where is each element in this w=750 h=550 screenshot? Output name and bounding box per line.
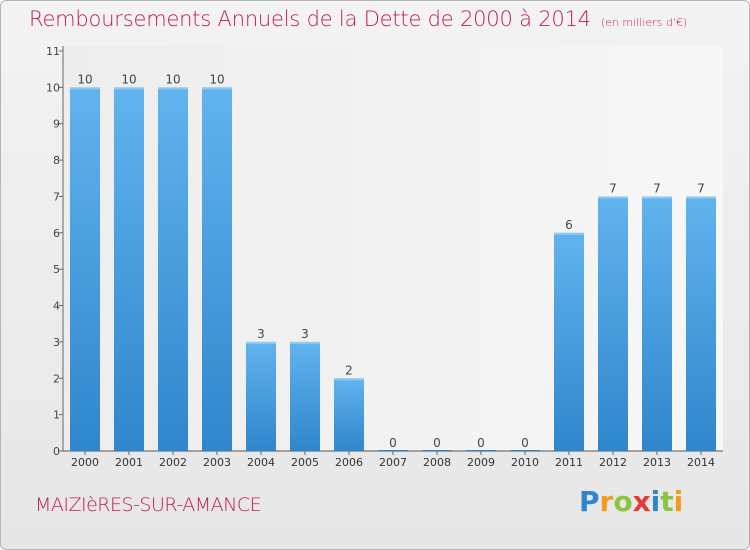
- city-name: MAIZIèRES-SUR-AMANCE: [35, 494, 262, 516]
- data-label: 10: [121, 72, 136, 86]
- bar-2007: [378, 450, 408, 451]
- bar-highlight: [598, 196, 628, 199]
- y-tick-label: 3: [53, 336, 60, 349]
- y-tick-label: 5: [53, 263, 60, 276]
- y-tick-label: 2: [53, 372, 60, 385]
- proxiti-logo: Proxiti: [579, 485, 683, 518]
- bar-highlight: [290, 341, 320, 344]
- bar-2010: [510, 450, 540, 451]
- chart-unit: (en milliers d'€): [600, 16, 688, 29]
- data-label: 10: [209, 72, 224, 86]
- x-tick-label: 2003: [203, 456, 231, 469]
- y-tick-label: 8: [53, 154, 60, 167]
- bar-highlight: [334, 378, 364, 381]
- x-tick-label: 2012: [599, 456, 627, 469]
- bar-2002: [158, 87, 188, 451]
- logo-letter: x: [632, 485, 651, 518]
- bar-2014: [686, 196, 716, 451]
- chart-title-text: Remboursements Annuels de la Dette de 20…: [29, 7, 591, 31]
- data-label: 0: [521, 436, 529, 450]
- x-tick-label: 2009: [467, 456, 495, 469]
- x-tick-label: 2004: [247, 456, 275, 469]
- data-label: 10: [77, 72, 92, 86]
- y-tick-label: 9: [53, 118, 60, 131]
- y-tick-label: 1: [53, 409, 60, 422]
- data-label: 6: [565, 218, 573, 232]
- x-tick-label: 2005: [291, 456, 319, 469]
- data-label: 0: [389, 436, 397, 450]
- x-tick-label: 2010: [511, 456, 539, 469]
- data-label: 2: [345, 363, 353, 377]
- y-tick-label: 0: [53, 445, 60, 458]
- bar-2006: [334, 378, 364, 451]
- x-tick-label: 2011: [555, 456, 583, 469]
- x-tick-label: 2008: [423, 456, 451, 469]
- y-tick-label: 7: [53, 190, 60, 203]
- data-label: 10: [165, 72, 180, 86]
- bar-highlight: [642, 196, 672, 199]
- x-tick-label: 2013: [643, 456, 671, 469]
- y-tick-label: 4: [53, 300, 60, 313]
- bar-highlight: [158, 87, 188, 90]
- bar-highlight: [202, 87, 232, 90]
- logo-letter: o: [613, 485, 633, 518]
- bar-2001: [114, 87, 144, 451]
- bar-2012: [598, 196, 628, 451]
- data-label: 3: [257, 327, 265, 341]
- x-tick-label: 2007: [379, 456, 407, 469]
- x-tick-label: 2000: [71, 456, 99, 469]
- logo-letter: t: [660, 485, 674, 518]
- y-tick-label: 11: [46, 45, 60, 58]
- bar-2013: [642, 196, 672, 451]
- y-tick-label: 6: [53, 227, 60, 240]
- bar-highlight: [70, 87, 100, 90]
- data-label: 7: [697, 181, 705, 195]
- bar-2004: [246, 341, 276, 451]
- logo-letter: i: [673, 485, 684, 518]
- x-tick-label: 2001: [115, 456, 143, 469]
- bar-2003: [202, 87, 232, 451]
- chart-title: Remboursements Annuels de la Dette de 20…: [29, 7, 687, 31]
- data-label: 7: [653, 181, 661, 195]
- bar-highlight: [554, 232, 584, 235]
- bar-2005: [290, 341, 320, 451]
- bar-2008: [422, 450, 452, 451]
- logo-letter: r: [599, 485, 614, 518]
- bar-highlight: [114, 87, 144, 90]
- x-tick-label: 2014: [687, 456, 715, 469]
- x-tick-label: 2002: [159, 456, 187, 469]
- data-label: 0: [477, 436, 485, 450]
- bar-2009: [466, 450, 496, 451]
- bar-2011: [554, 232, 584, 451]
- logo-letter: P: [579, 485, 600, 518]
- y-tick-label: 10: [46, 81, 60, 94]
- logo-letter: i: [650, 485, 661, 518]
- data-label: 7: [609, 181, 617, 195]
- x-tick-label: 2006: [335, 456, 363, 469]
- data-label: 3: [301, 327, 309, 341]
- bar-2000: [70, 87, 100, 451]
- bar-highlight: [246, 341, 276, 344]
- data-label: 0: [433, 436, 441, 450]
- bar-highlight: [686, 196, 716, 199]
